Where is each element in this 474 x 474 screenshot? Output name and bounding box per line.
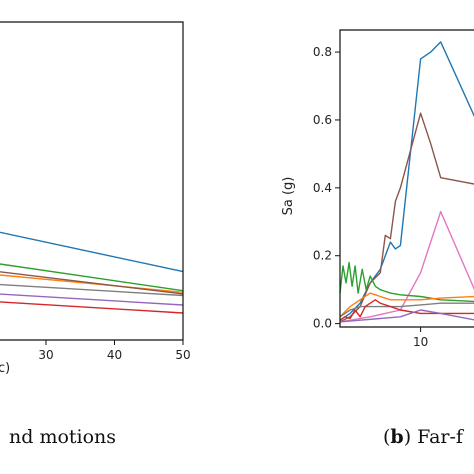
panel-a-series-line-5 <box>0 283 184 297</box>
panel-b-y-tick-label-2: 0.2 <box>313 249 332 263</box>
panel-a-series-line-3 <box>0 274 184 293</box>
panel-b-series-line-4 <box>339 261 474 303</box>
panel-b-y-tick-label-4: 0.6 <box>313 113 332 127</box>
panel-b-caption-text: ) Far-f <box>404 426 465 448</box>
panel-a-series-line-1 <box>0 231 184 273</box>
panel-b-y-ticks: 0.0 0.2 0.4 0.6 0.8 <box>313 45 340 331</box>
panel-a-series-line-4 <box>0 271 184 295</box>
panel-b-x-tick-label-1: 10 <box>413 335 428 349</box>
panel-b-y-tick-label-3: 0.4 <box>313 181 332 195</box>
panel-b-y-tick-label-5: 0.8 <box>313 45 332 59</box>
panel-b-series-line-5 <box>339 292 474 318</box>
panel-a-chart: 30 40 50 c) <box>0 21 191 376</box>
panel-b-caption: (b) Far-f <box>383 426 465 448</box>
panel-a-x-ticks: 30 40 50 <box>38 340 191 362</box>
panel-a-x-tick-label-3: 50 <box>175 348 190 362</box>
panel-a-frame <box>0 21 184 341</box>
panel-b-y-label: Sa (g) <box>281 177 296 216</box>
panel-b-series-line-3 <box>339 210 474 323</box>
panel-a-x-tick-label-2: 40 <box>107 348 122 362</box>
panel-b-series-line-2 <box>339 112 474 323</box>
panel-b-chart: 0.0 0.2 0.4 0.6 0.8 10 Sa (g) <box>281 29 474 349</box>
panel-b-caption-open: ( <box>383 426 390 448</box>
panel-b-series-line-1 <box>339 41 474 321</box>
panel-b-x-ticks: 10 <box>413 327 428 349</box>
panel-b-series-line-8 <box>339 309 474 323</box>
panel-b-frame <box>339 29 474 328</box>
panel-b-y-tick-label-1: 0.0 <box>313 317 332 331</box>
panel-a-caption-text: nd motions <box>9 426 116 448</box>
panel-b-series-group <box>339 41 474 323</box>
panel-a-series-line-6 <box>0 293 184 306</box>
panel-a-x-label-fragment: c) <box>0 361 10 376</box>
panel-b-caption-label: b <box>390 426 403 448</box>
panel-a-series-line-7 <box>0 301 184 314</box>
panel-a-caption: nd motions <box>9 426 116 448</box>
panel-a-series-group <box>0 231 184 314</box>
panel-a-x-tick-label-1: 30 <box>38 348 53 362</box>
panel-b-series-line-7 <box>339 299 474 321</box>
panel-a-series-line-2 <box>0 263 184 292</box>
